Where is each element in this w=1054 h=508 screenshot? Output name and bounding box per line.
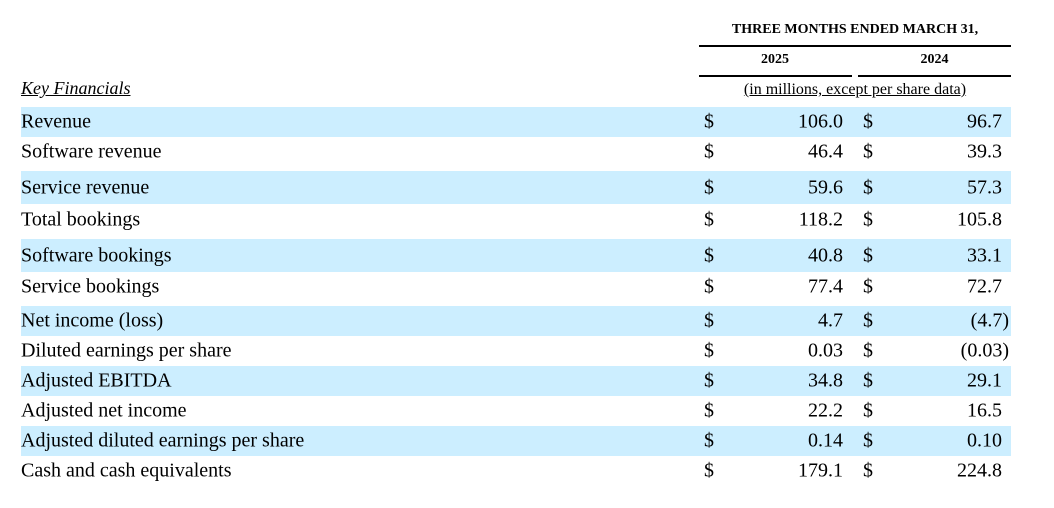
- year-2024-rule: [858, 75, 1011, 77]
- row-label: Adjusted diluted earnings per share: [21, 429, 305, 452]
- value-2024: 96.7: [967, 110, 1002, 133]
- table-row: Revenue $106.0 $96.7: [21, 107, 1011, 137]
- row-label: Adjusted net income: [21, 399, 187, 422]
- currency-symbol-2025: $: [704, 208, 714, 231]
- row-label: Net income (loss): [21, 309, 164, 332]
- table-row: Cash and cash equivalents $179.1 $224.8: [21, 456, 1011, 486]
- currency-symbol-2025: $: [704, 110, 714, 133]
- currency-symbol-2024: $: [863, 399, 873, 422]
- currency-symbol-2025: $: [704, 429, 714, 452]
- value-2025: 0.03: [808, 339, 843, 362]
- currency-symbol-2024: $: [863, 110, 873, 133]
- row-label: Revenue: [21, 110, 91, 133]
- year-2024-header: 2024: [920, 52, 949, 67]
- value-2024: 72.7: [967, 275, 1002, 298]
- currency-symbol-2025: $: [704, 176, 714, 198]
- value-2024: 224.8: [957, 459, 1002, 482]
- row-label: Software revenue: [21, 140, 162, 163]
- value-2025: 46.4: [808, 140, 843, 163]
- table-row: Adjusted diluted earnings per share $0.14…: [21, 426, 1011, 456]
- value-2024: (0.03): [960, 339, 1009, 362]
- currency-symbol-2024: $: [863, 369, 873, 392]
- table-row: Diluted earnings per share $0.03 $ (0.03): [21, 336, 1011, 366]
- table-row: Net income (loss) $4.7 $ (4.7): [21, 306, 1011, 336]
- currency-symbol-2024: $: [863, 208, 873, 231]
- value-2024: 16.5: [967, 399, 1002, 422]
- units-note: (in millions, except per share data): [743, 81, 967, 98]
- table-row: Adjusted EBITDA $34.8 $29.1: [21, 366, 1011, 396]
- currency-symbol-2024: $: [863, 244, 873, 266]
- row-label: Total bookings: [21, 208, 141, 231]
- row-label: Adjusted EBITDA: [21, 369, 172, 392]
- row-label: Service bookings: [21, 275, 160, 298]
- currency-symbol-2025: $: [704, 309, 714, 332]
- row-label: Diluted earnings per share: [21, 339, 232, 362]
- value-2025: 0.14: [808, 429, 843, 452]
- section-title: Key Financials: [21, 78, 131, 98]
- currency-symbol-2024: $: [863, 309, 873, 332]
- currency-symbol-2025: $: [704, 459, 714, 482]
- table-row: Adjusted net income $22.2 $16.5: [21, 396, 1011, 426]
- currency-symbol-2025: $: [704, 140, 714, 163]
- table-row: Software bookings $40.8 $33.1: [21, 239, 1011, 272]
- value-2025: 106.0: [798, 110, 843, 133]
- currency-symbol-2025: $: [704, 399, 714, 422]
- currency-symbol-2025: $: [704, 275, 714, 298]
- value-2025: 179.1: [798, 459, 843, 482]
- row-label: Cash and cash equivalents: [21, 459, 232, 482]
- currency-symbol-2025: $: [704, 339, 714, 362]
- table-row: Total bookings $118.2 $105.8: [21, 205, 1011, 235]
- header-rule: [699, 45, 1011, 47]
- period-header: THREE MONTHS ENDED MARCH 31,: [731, 22, 979, 37]
- value-2024: 39.3: [967, 140, 1002, 163]
- row-label: Software bookings: [21, 244, 172, 266]
- value-2025: 77.4: [808, 275, 843, 298]
- year-2025-rule: [699, 75, 852, 77]
- table-row: Service bookings $77.4 $72.7: [21, 272, 1011, 302]
- currency-symbol-2025: $: [704, 369, 714, 392]
- currency-symbol-2024: $: [863, 275, 873, 298]
- currency-symbol-2024: $: [863, 339, 873, 362]
- currency-symbol-2024: $: [863, 140, 873, 163]
- value-2024: (4.7): [970, 309, 1009, 332]
- value-2025: 118.2: [798, 208, 843, 231]
- table-row: Software revenue $46.4 $39.3: [21, 137, 1011, 167]
- value-2024: 0.10: [967, 429, 1002, 452]
- value-2024: 105.8: [957, 208, 1002, 231]
- value-2024: 33.1: [967, 244, 1002, 266]
- year-2025-header: 2025: [761, 52, 789, 67]
- value-2025: 34.8: [808, 369, 843, 392]
- currency-symbol-2024: $: [863, 429, 873, 452]
- row-label: Service revenue: [21, 176, 150, 198]
- value-2025: 4.7: [818, 309, 843, 332]
- currency-symbol-2024: $: [863, 176, 873, 198]
- value-2025: 59.6: [808, 176, 843, 198]
- table-row: Service revenue $59.6 $57.3: [21, 171, 1011, 204]
- currency-symbol-2025: $: [704, 244, 714, 266]
- value-2024: 29.1: [967, 369, 1002, 392]
- value-2025: 22.2: [808, 399, 843, 422]
- value-2025: 40.8: [808, 244, 843, 266]
- value-2024: 57.3: [967, 176, 1002, 198]
- currency-symbol-2024: $: [863, 459, 873, 482]
